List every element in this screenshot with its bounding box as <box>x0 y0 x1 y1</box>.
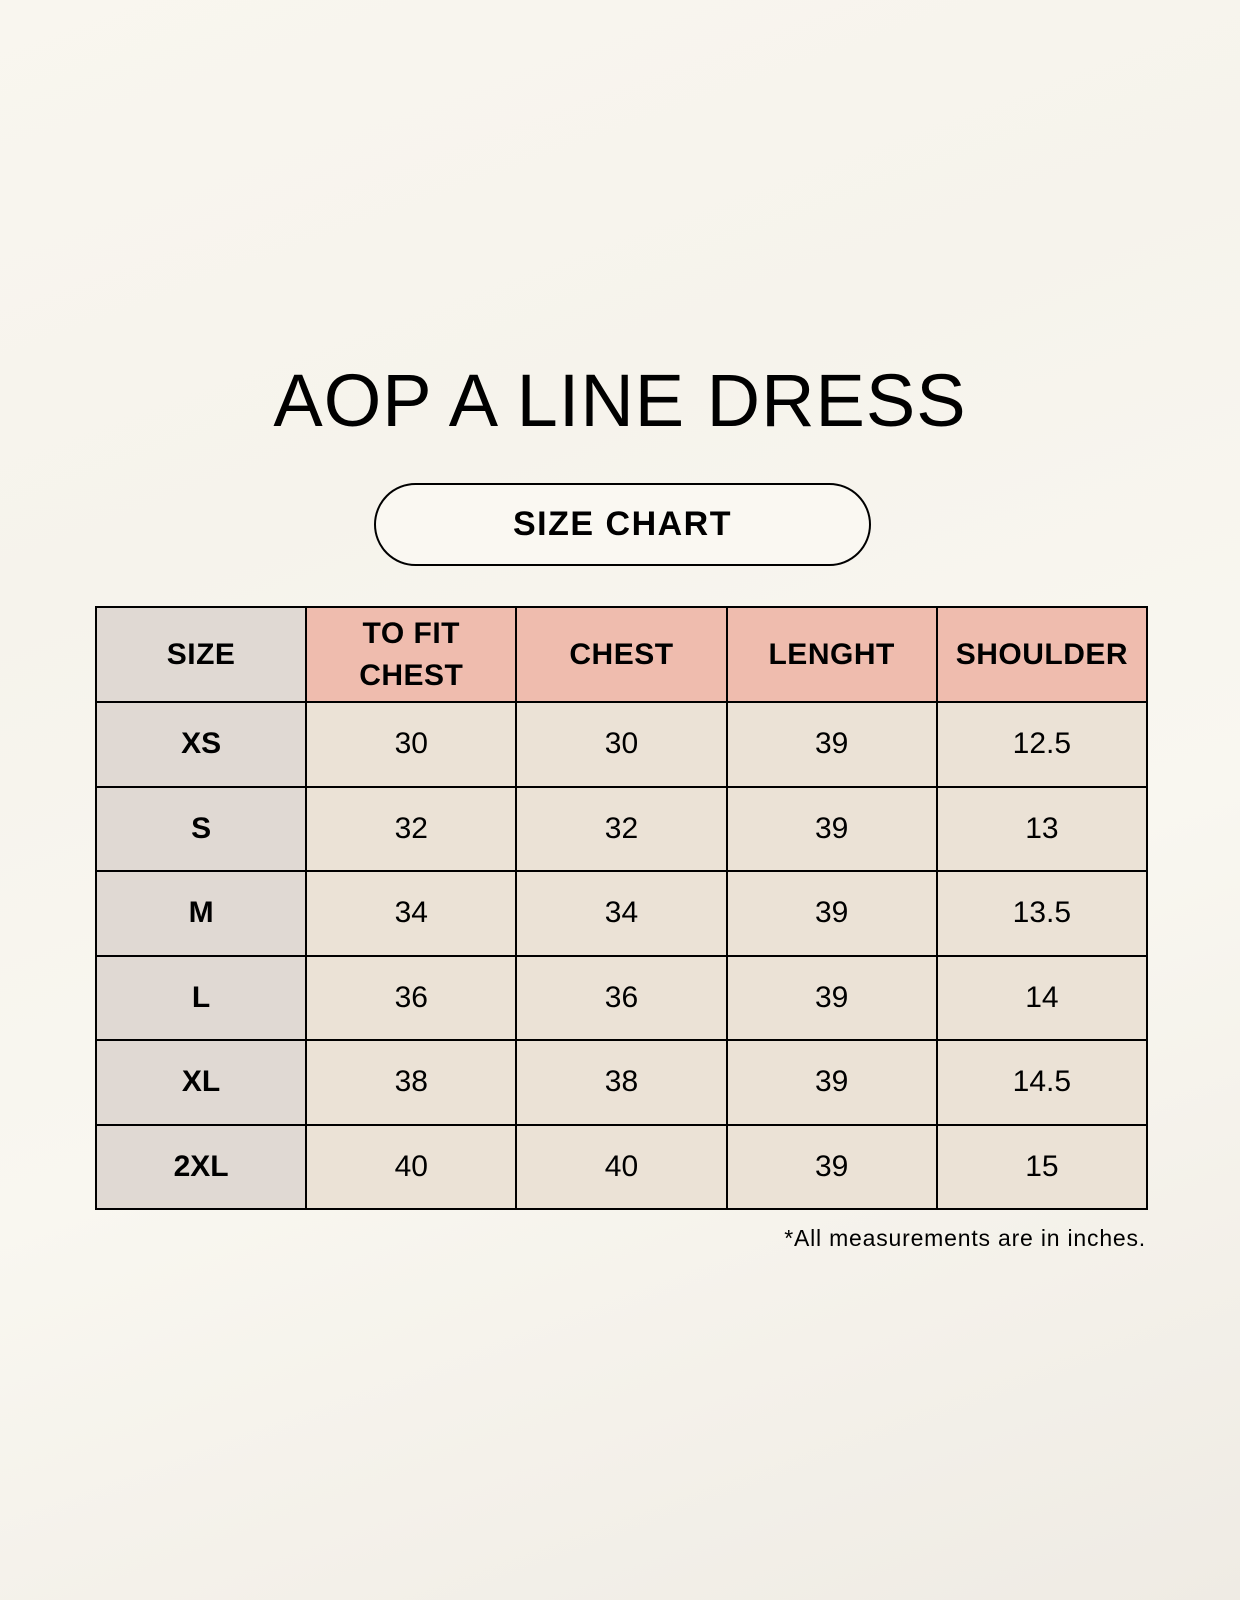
size-table: SIZE TO FIT CHEST CHEST LENGHT SHOULDER … <box>94 606 1149 1210</box>
value-cell: 40 <box>515 1123 728 1210</box>
table-row: XS 30 30 39 12.5 <box>94 701 1149 788</box>
table-row: S 32 32 39 13 <box>94 785 1149 872</box>
value-cell: 38 <box>515 1039 728 1126</box>
value-cell: 39 <box>725 785 938 872</box>
value-cell: 39 <box>725 870 938 957</box>
size-cell: 2XL <box>94 1123 308 1210</box>
table-row: XL 38 38 39 14.5 <box>94 1039 1149 1126</box>
size-cell: M <box>94 870 308 957</box>
value-cell: 14 <box>935 954 1149 1041</box>
header-cell: LENGHT <box>725 606 938 703</box>
table-row: L 36 36 39 14 <box>94 954 1149 1041</box>
value-cell: 12.5 <box>935 701 1149 788</box>
header-cell: SIZE <box>94 606 308 703</box>
value-cell: 13.5 <box>935 870 1149 957</box>
value-cell: 38 <box>305 1039 518 1126</box>
size-chart-label: SIZE CHART <box>374 483 871 566</box>
size-cell: L <box>94 954 308 1041</box>
table-row: M 34 34 39 13.5 <box>94 870 1149 957</box>
value-cell: 32 <box>515 785 728 872</box>
value-cell: 36 <box>515 954 728 1041</box>
value-cell: 39 <box>725 701 938 788</box>
header-cell: CHEST <box>515 606 728 703</box>
value-cell: 36 <box>305 954 518 1041</box>
value-cell: 15 <box>935 1123 1149 1210</box>
size-cell: XS <box>94 701 308 788</box>
value-cell: 40 <box>305 1123 518 1210</box>
value-cell: 32 <box>305 785 518 872</box>
measurement-note: *All measurements are in inches. <box>784 1225 1146 1251</box>
value-cell: 39 <box>725 1123 938 1210</box>
header-cell: SHOULDER <box>935 606 1149 703</box>
value-cell: 14.5 <box>935 1039 1149 1126</box>
size-cell: XL <box>94 1039 308 1126</box>
size-cell: S <box>94 785 308 872</box>
value-cell: 34 <box>515 870 728 957</box>
page-title: AOP A LINE DRESS <box>273 359 967 442</box>
table-row: 2XL 40 40 39 15 <box>94 1123 1149 1210</box>
value-cell: 13 <box>935 785 1149 872</box>
value-cell: 39 <box>725 954 938 1041</box>
value-cell: 39 <box>725 1039 938 1126</box>
value-cell: 30 <box>515 701 728 788</box>
value-cell: 34 <box>305 870 518 957</box>
value-cell: 30 <box>305 701 518 788</box>
header-cell: TO FIT CHEST <box>305 606 518 703</box>
header-row: SIZE TO FIT CHEST CHEST LENGHT SHOULDER <box>94 606 1149 703</box>
